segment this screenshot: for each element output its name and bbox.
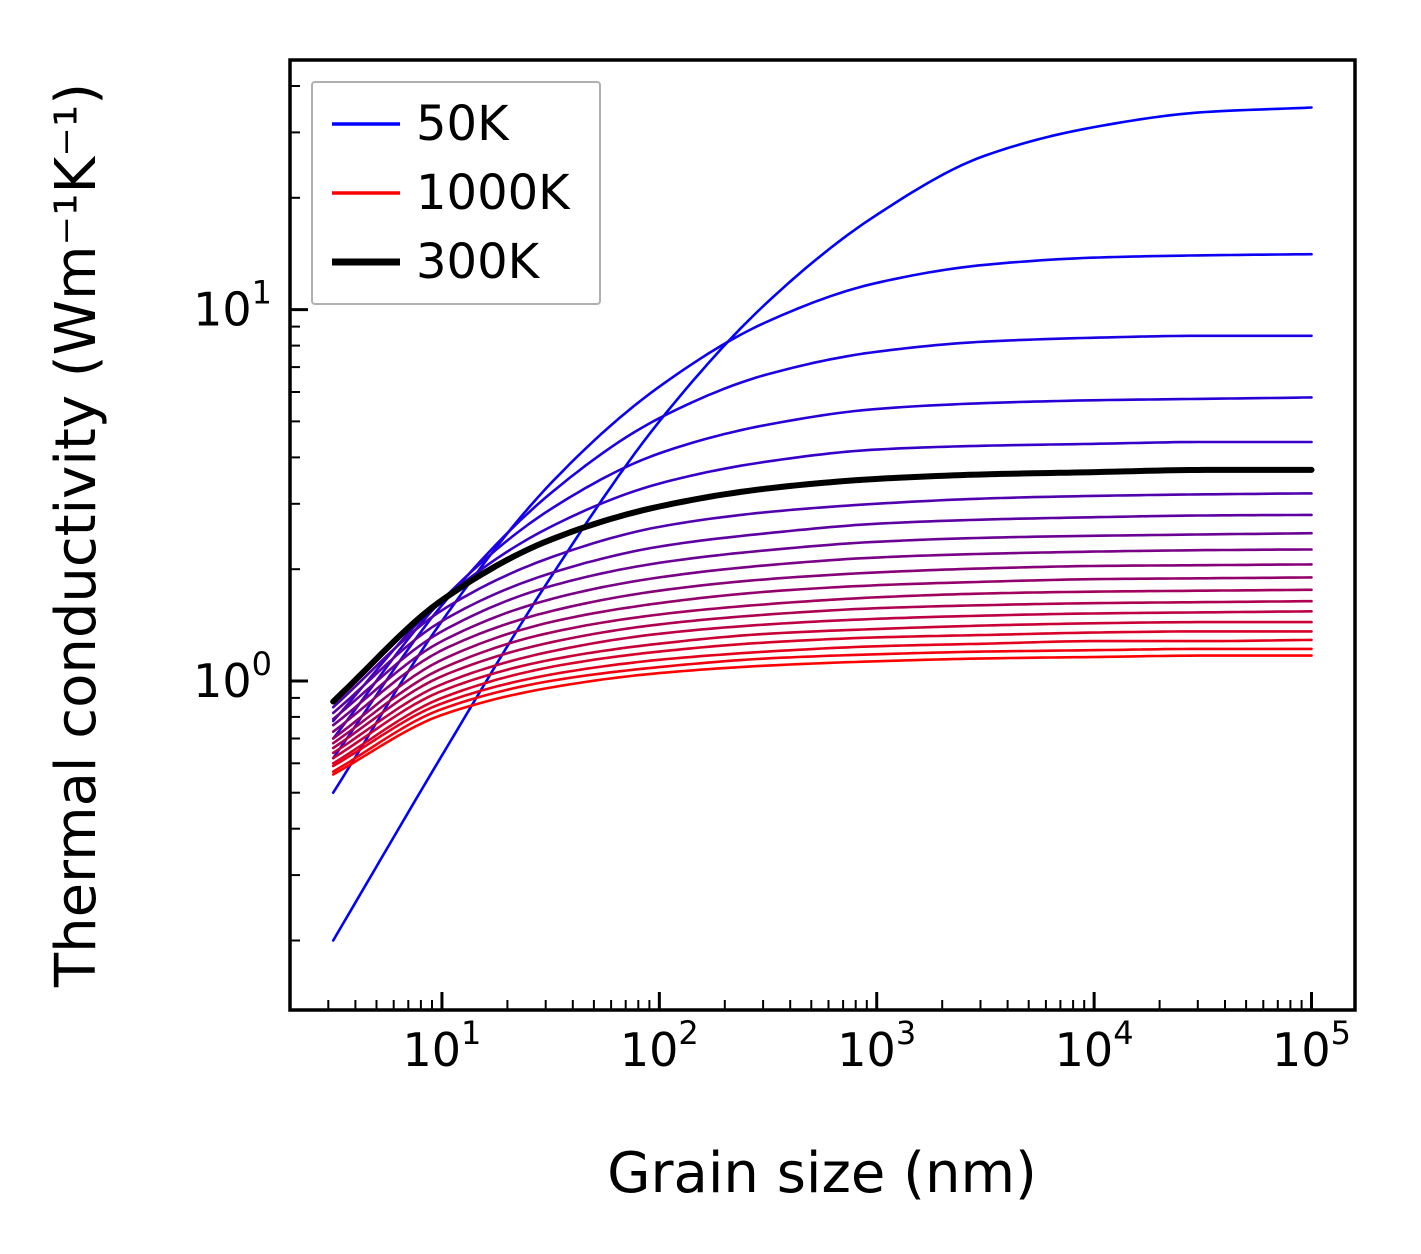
legend-label: 300K [416, 234, 541, 290]
legend-label: 50K [416, 96, 510, 152]
series-550K [331, 563, 1313, 733]
x-axis-label: Grain size (nm) [607, 1141, 1037, 1206]
legend-entry-50K: 50K [332, 96, 510, 152]
series-450K [331, 531, 1313, 721]
series-750K [331, 610, 1313, 755]
legend-label: 1000K [416, 165, 571, 221]
legend-box [311, 81, 601, 305]
tick-label: 102 [620, 1014, 699, 1077]
series-150K [331, 334, 1313, 760]
tick-label: 101 [193, 274, 272, 337]
tick-label: 103 [837, 1014, 916, 1077]
series-600K [331, 576, 1313, 740]
series-400K [331, 513, 1313, 715]
tick-labels: 101 102 103 104 105 100 101 [193, 274, 1351, 1077]
series-1000K [331, 654, 1313, 776]
legend-entry-1000K: 1000K [332, 165, 571, 221]
tick-label: 105 [1272, 1014, 1351, 1077]
series-950K [331, 647, 1313, 773]
tick-label: 101 [402, 1014, 481, 1077]
series-700K [331, 599, 1313, 750]
series-group [330, 106, 1315, 942]
series-300K [330, 466, 1315, 705]
y-axis-label: Thermal conductivity (Wm⁻¹K⁻¹) [44, 83, 109, 988]
series-250K [331, 440, 1313, 723]
series-200K [331, 396, 1313, 740]
series-650K [331, 588, 1313, 745]
tick-label: 104 [1055, 1014, 1134, 1077]
series-800K [331, 620, 1313, 760]
legend: 50K 1000K 300K [311, 81, 601, 305]
axes-spines [288, 58, 1357, 1012]
tick-label: 100 [193, 645, 272, 708]
plot-area: 101 102 103 104 105 100 101 50K 1000K 300K [193, 58, 1357, 1077]
series-900K [331, 638, 1313, 768]
series-850K [331, 630, 1313, 765]
series-100K [331, 252, 1313, 794]
series-500K [331, 548, 1313, 727]
legend-entry-300K: 300K [332, 234, 541, 290]
tick-marks [289, 85, 1314, 1010]
series-350K [331, 492, 1313, 709]
